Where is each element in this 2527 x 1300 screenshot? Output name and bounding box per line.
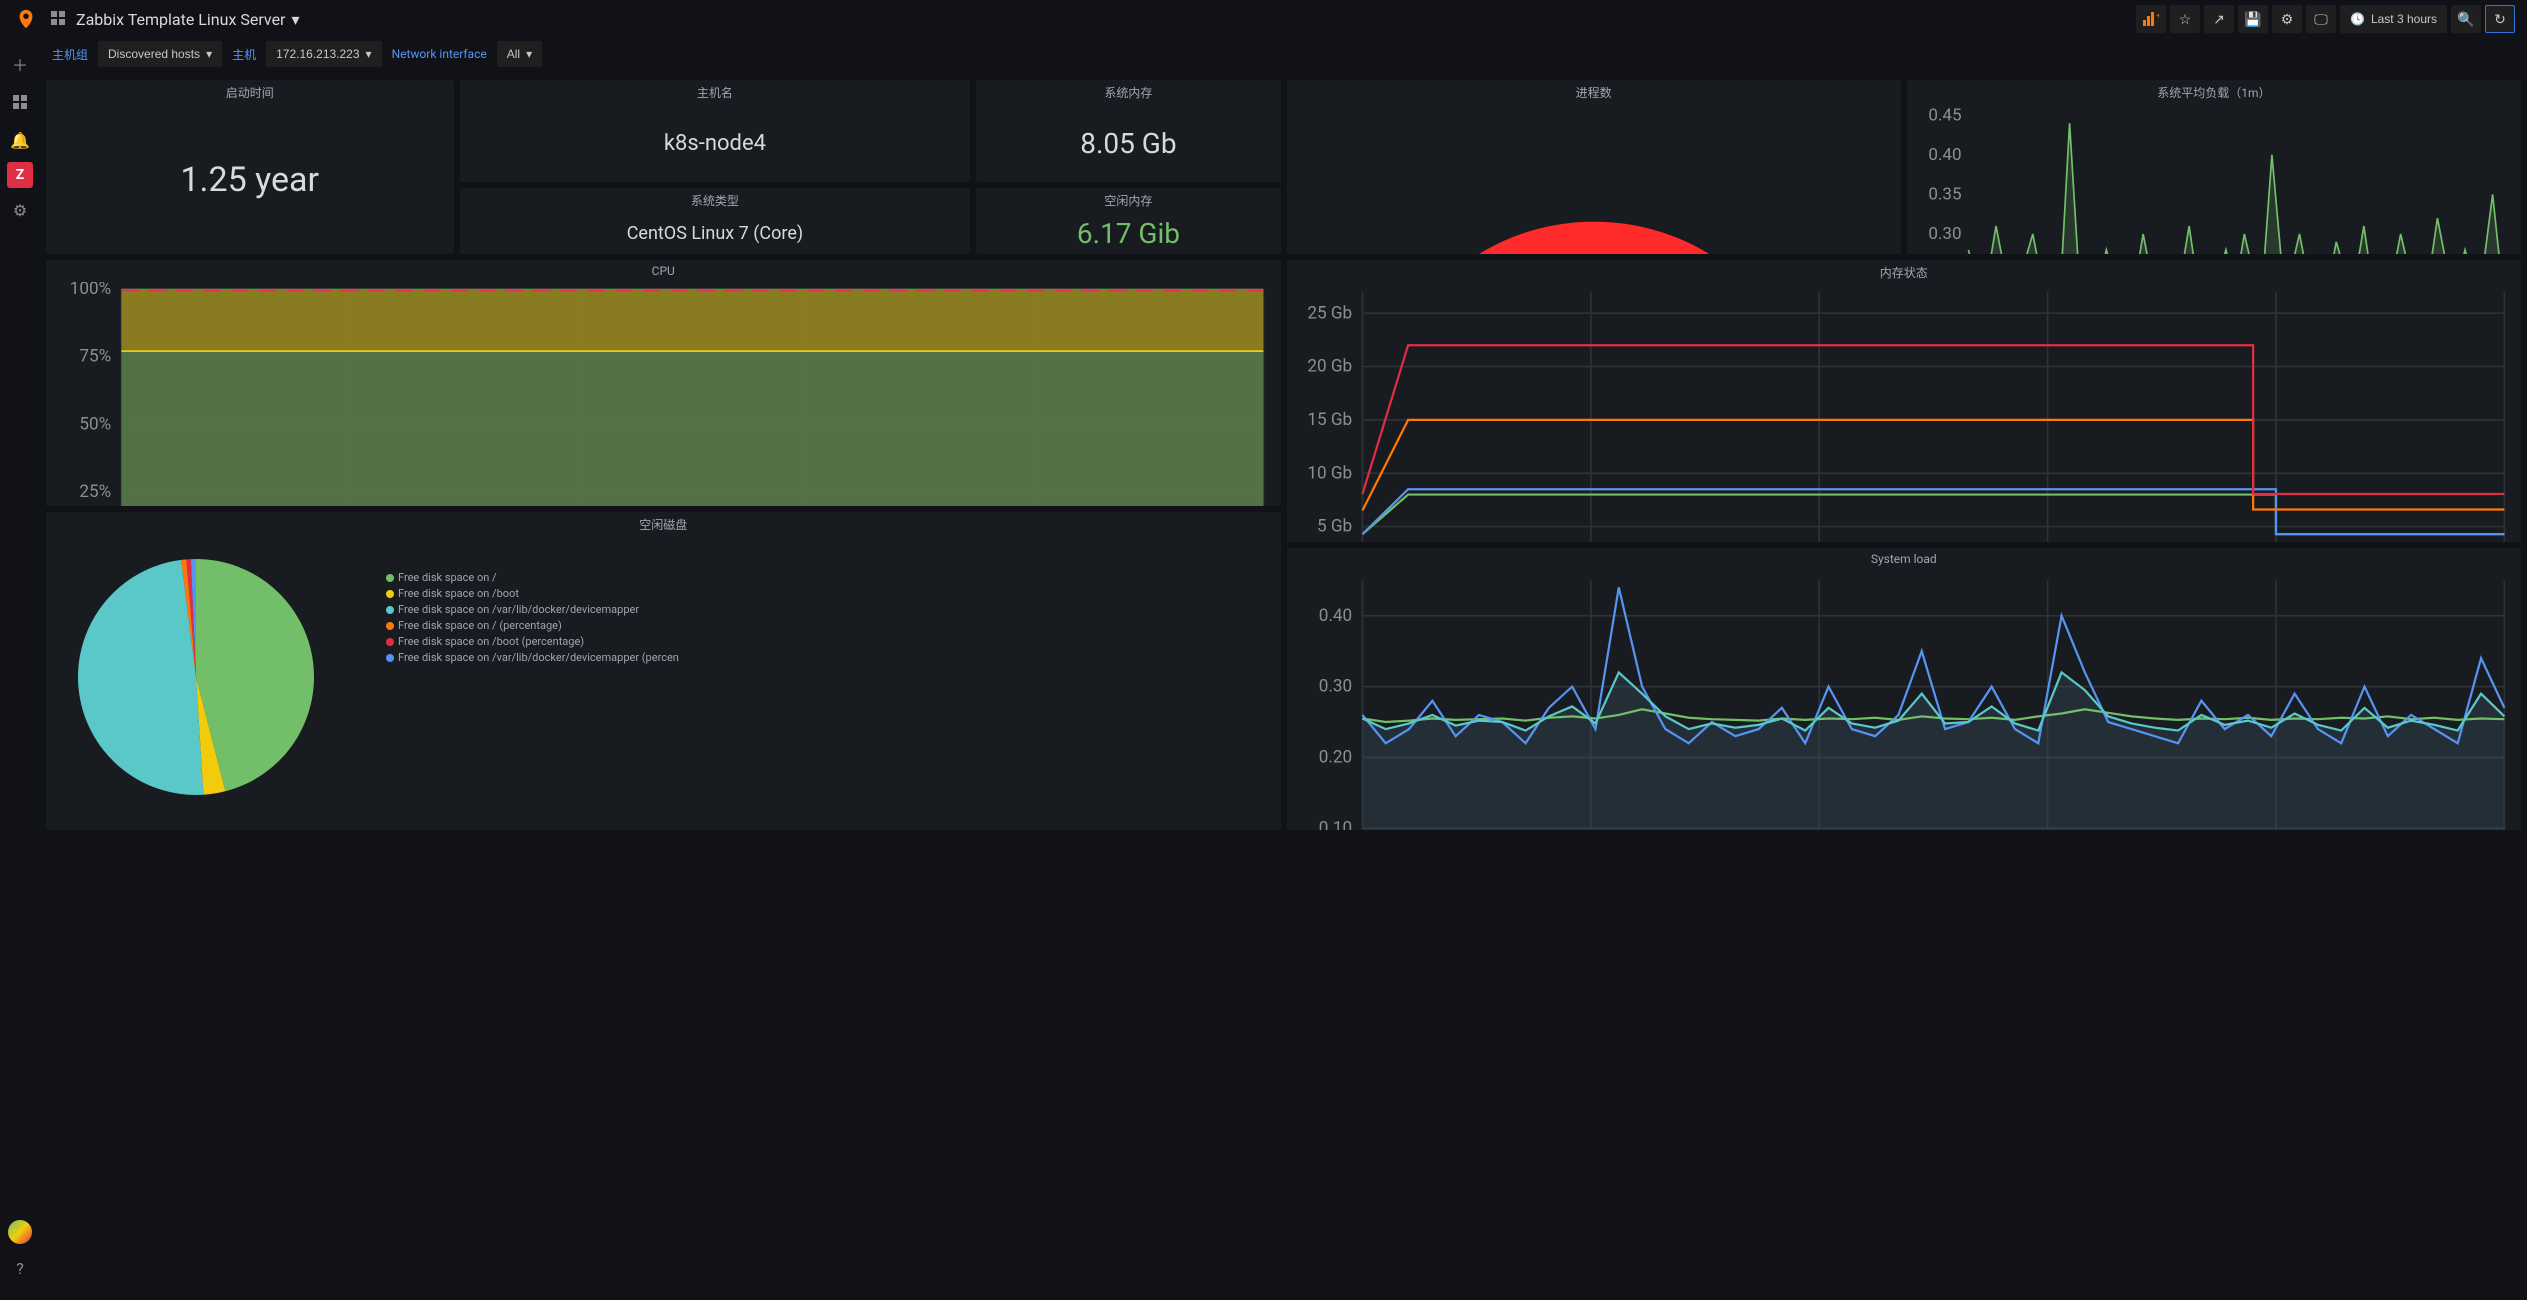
- sysload-chart: 00.100.200.300.4012:0012:3013:0013:3014:…: [1287, 570, 2522, 830]
- topbar: Zabbix Template Linux Server ▾ + ☆ ↗ 💾 ⚙…: [0, 0, 2527, 38]
- panel-os: 系统类型 CentOS Linux 7 (Core): [460, 188, 971, 254]
- panel-title: 主机名: [460, 80, 971, 105]
- panel-uptime: 启动时间 1.25 year: [46, 80, 454, 254]
- legend-item[interactable]: Free disk space on /boot: [386, 587, 679, 600]
- var-hostgroup-label: 主机组: [52, 46, 88, 63]
- dashboard-title-text: Zabbix Template Linux Server: [76, 10, 285, 29]
- panel-title: 系统内存: [976, 80, 1280, 105]
- svg-text:25 Gb: 25 Gb: [1307, 303, 1352, 323]
- stat-os: CentOS Linux 7 (Core): [627, 223, 803, 244]
- alerting-icon[interactable]: 🔔: [4, 124, 36, 156]
- var-hostgroup-select[interactable]: Discovered hosts ▾: [98, 41, 222, 67]
- sidenav: ＋ 🔔 Z ⚙ ?: [0, 0, 40, 1300]
- legend-item[interactable]: Free disk space on / (percentage): [386, 619, 679, 632]
- panel-title: 系统平均负载（1m）: [1907, 80, 2521, 105]
- stat-sysmem: 8.05 Gb: [1080, 127, 1176, 160]
- dashboard-icon: [50, 10, 66, 29]
- variable-bar: 主机组 Discovered hosts ▾ 主机 172.16.213.223…: [40, 38, 2527, 70]
- add-panel-button[interactable]: +: [2136, 5, 2166, 33]
- dashboards-icon[interactable]: [4, 86, 36, 118]
- var-netif-select[interactable]: All ▾: [497, 41, 542, 67]
- panel-procs: 进程数 284: [1287, 80, 1901, 254]
- stat-freemem: 6.17 Gib: [1077, 217, 1180, 250]
- svg-text:0.30: 0.30: [1928, 224, 1961, 244]
- star-button[interactable]: ☆: [2170, 5, 2200, 33]
- legend-item[interactable]: Free disk space on /: [386, 571, 679, 584]
- time-range-button[interactable]: 🕓 Last 3 hours: [2340, 5, 2447, 33]
- stat-hostname: k8s-node4: [664, 131, 766, 156]
- legend-item[interactable]: Free disk space on /boot (percentage): [386, 635, 679, 648]
- dashboard-title[interactable]: Zabbix Template Linux Server ▾: [76, 10, 300, 29]
- svg-text:50%: 50%: [79, 414, 111, 434]
- panel-title: 进程数: [1287, 80, 1901, 105]
- share-button[interactable]: ↗: [2204, 5, 2234, 33]
- disk-legend: Free disk space on / Free disk space on /…: [386, 567, 679, 668]
- content: 启动时间 1.25 year 主机名 k8s-node4 系统类型 CentOS…: [40, 74, 2527, 836]
- sidenav-bottom: ?: [4, 1220, 36, 1300]
- panel-title: CPU: [46, 260, 1281, 282]
- panel-title: 启动时间: [46, 80, 454, 105]
- panel-title: 空闲磁盘: [46, 512, 1281, 537]
- panel-title: 系统类型: [460, 188, 971, 213]
- svg-text:0.45: 0.45: [1928, 105, 1961, 125]
- panel-hostname: 主机名 k8s-node4: [460, 80, 971, 182]
- var-host-select[interactable]: 172.16.213.223 ▾: [266, 41, 381, 67]
- panel-title: System load: [1287, 548, 2522, 570]
- settings-button[interactable]: ⚙: [2272, 5, 2302, 33]
- svg-text:15 Gb: 15 Gb: [1307, 410, 1352, 430]
- legend-item[interactable]: Free disk space on /var/lib/docker/devic…: [386, 603, 679, 616]
- gauge-chart: 284: [1287, 105, 1901, 254]
- panel-sysload: System load 00.100.200.300.4012:0012:301…: [1287, 548, 2522, 830]
- cycle-view-button[interactable]: 🖵: [2306, 5, 2336, 33]
- panel-mem: 内存状态 0 b5 Gb10 Gb15 Gb20 Gb25 Gb12:0012:…: [1287, 260, 2522, 542]
- svg-text:10 Gb: 10 Gb: [1307, 463, 1352, 483]
- svg-text:0.30: 0.30: [1318, 677, 1351, 697]
- dashboard-grid: 启动时间 1.25 year 主机名 k8s-node4 系统类型 CentOS…: [46, 80, 2521, 830]
- refresh-button[interactable]: ↻: [2485, 5, 2515, 33]
- panel-freemem: 空闲内存 6.17 Gib: [976, 188, 1280, 254]
- save-button[interactable]: 💾: [2238, 5, 2268, 33]
- grafana-logo-icon[interactable]: [12, 5, 40, 33]
- create-icon[interactable]: ＋: [4, 48, 36, 80]
- svg-text:20 Gb: 20 Gb: [1307, 357, 1352, 377]
- panel-sysmem: 系统内存 8.05 Gb: [976, 80, 1280, 182]
- svg-text:5 Gb: 5 Gb: [1317, 517, 1352, 537]
- svg-text:+: +: [2156, 12, 2159, 20]
- var-host-label: 主机: [232, 46, 256, 63]
- svg-text:0.10: 0.10: [1318, 818, 1351, 830]
- svg-text:75%: 75%: [79, 347, 111, 367]
- time-range-label: Last 3 hours: [2371, 12, 2437, 26]
- panel-title: 空闲内存: [976, 188, 1280, 213]
- panel-load1m: 系统平均负载（1m） 0.200.250.300.350.400.4512:00…: [1907, 80, 2521, 254]
- zoom-out-button[interactable]: 🔍: [2451, 5, 2481, 33]
- svg-text:0.40: 0.40: [1318, 606, 1351, 626]
- svg-text:0.35: 0.35: [1928, 185, 1961, 205]
- panel-disk: 空闲磁盘 Free disk space on /Free disk space…: [46, 512, 1281, 830]
- svg-text:0.20: 0.20: [1318, 748, 1351, 768]
- svg-text:25%: 25%: [79, 482, 111, 502]
- topbar-left: Zabbix Template Linux Server ▾: [12, 5, 300, 33]
- load1m-chart: 0.200.250.300.350.400.4512:0012:3013:001…: [1907, 105, 2521, 254]
- topbar-right: + ☆ ↗ 💾 ⚙ 🖵 🕓 Last 3 hours 🔍 ↻: [2136, 5, 2515, 33]
- panel-title: 内存状态: [1287, 260, 2522, 285]
- svg-text:100%: 100%: [70, 282, 111, 299]
- svg-text:0.40: 0.40: [1928, 145, 1961, 165]
- zabbix-icon[interactable]: Z: [7, 162, 33, 188]
- configuration-icon[interactable]: ⚙: [4, 194, 36, 226]
- mem-chart: 0 b5 Gb10 Gb15 Gb20 Gb25 Gb12:0012:3013:…: [1287, 285, 2522, 542]
- legend-item[interactable]: Free disk space on /var/lib/docker/devic…: [386, 651, 679, 664]
- stat-uptime: 1.25 year: [180, 160, 319, 200]
- help-icon[interactable]: ?: [4, 1252, 36, 1284]
- var-netif-label: Network interface: [392, 47, 487, 61]
- caret-down-icon: ▾: [291, 10, 299, 29]
- disk-pie-chart: [66, 547, 326, 807]
- clock-icon: 🕓: [2350, 12, 2365, 26]
- user-avatar[interactable]: [8, 1220, 32, 1244]
- cpu-chart: 0%25%50%75%100%12:0012:3013:0013:3014:00…: [46, 282, 1281, 506]
- panel-cpu: CPU 0%25%50%75%100%12:0012:3013:0013:301…: [46, 260, 1281, 506]
